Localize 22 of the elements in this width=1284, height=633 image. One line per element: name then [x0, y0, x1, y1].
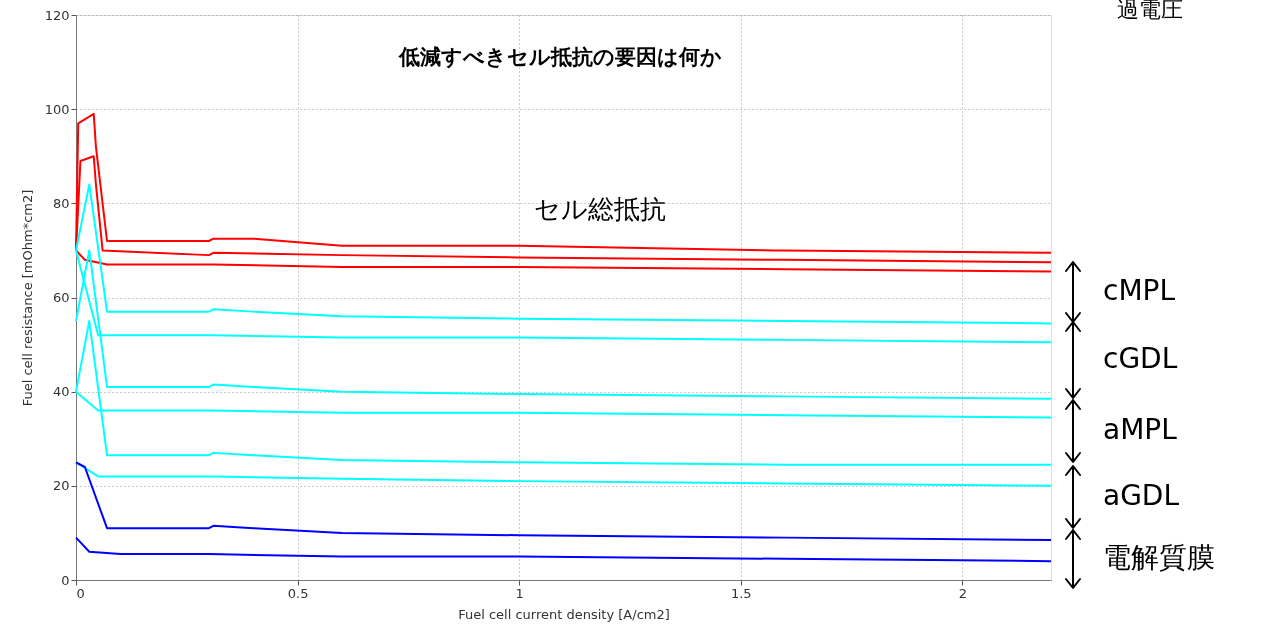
annotation: セル総抵抗 — [534, 194, 666, 224]
text: 電解質膜 — [1103, 541, 1215, 574]
text: 過電圧 — [1117, 0, 1183, 22]
text: cMPL — [1103, 274, 1176, 307]
x-tick-label: 1 — [515, 585, 524, 601]
text: 低減すべきセル抵抗の要因は何か — [398, 45, 722, 69]
y-tick-label: 0 — [61, 572, 70, 588]
text: cGDL — [1103, 342, 1178, 375]
y-tick-label: 60 — [52, 290, 70, 305]
x-axis-title: Fuel cell current density [A/cm2] — [458, 606, 670, 622]
text: aMPL — [1103, 413, 1178, 446]
x-tick-label: 0 — [76, 585, 85, 601]
text: aGDL — [1103, 479, 1180, 512]
y-tick-label: 120 — [44, 7, 70, 23]
y-tick-label: 100 — [44, 101, 70, 117]
x-tick-label: 1.5 — [730, 585, 752, 601]
y-tick-label: 20 — [52, 478, 70, 494]
y-axis-title: Fuel cell resistance [mOhm*cm2] — [19, 189, 35, 407]
y-tick-label: 80 — [52, 195, 70, 211]
x-tick-label: 0.5 — [287, 585, 309, 601]
y-tick-label: 40 — [52, 384, 70, 400]
x-tick-label: 2 — [958, 585, 967, 601]
